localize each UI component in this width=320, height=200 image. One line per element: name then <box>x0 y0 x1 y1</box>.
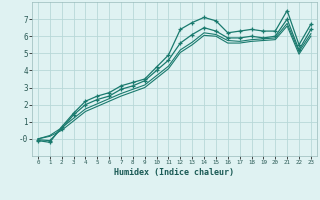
X-axis label: Humidex (Indice chaleur): Humidex (Indice chaleur) <box>115 168 234 177</box>
